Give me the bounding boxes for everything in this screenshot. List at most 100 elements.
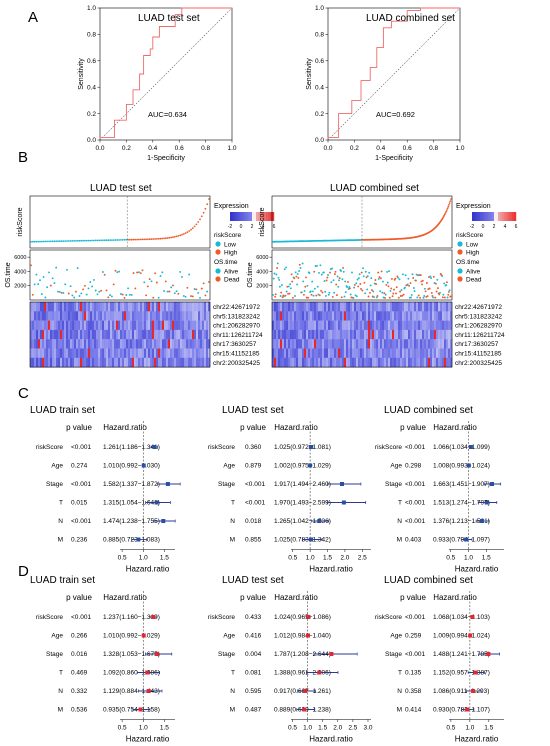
heatmap-cell [178,320,181,331]
heatmap-cell [394,339,397,349]
heatmap-cell [372,311,375,321]
heatmap-cell [324,320,327,331]
os-point [280,284,283,287]
risk-point [85,239,88,242]
heatmap-cell [420,311,423,321]
os-point [348,286,351,288]
heatmap-cell [200,357,203,368]
heatmap-cell [386,339,389,349]
hr-marker [155,652,160,656]
heatmap-cell [208,348,211,358]
heatmap-cell [330,302,333,312]
os-point [330,281,333,284]
heatmap-cell [102,320,105,331]
heatmap-cell [446,357,449,368]
heatmap-cell [58,311,61,321]
heatmap-cell [206,329,209,340]
heatmap-cell [282,320,285,331]
heatmap-cell [296,311,299,321]
os-tick-label: 6000 [14,255,26,261]
heatmap-cell [194,329,197,340]
os-point [127,287,130,290]
color-scale-step [260,212,263,221]
os-point [188,273,191,276]
heatmap-cell [122,320,125,331]
color-scale-step [262,212,265,221]
heatmap-cell [84,320,87,331]
risk-point [31,240,34,243]
heatmap-cell [192,329,195,340]
os-point [381,291,384,294]
variable-label: Age [390,463,402,470]
heatmap-cell [166,302,169,312]
risk-point [96,239,99,242]
heatmap-cell [346,311,349,321]
heatmap-cell [354,320,357,331]
os-point [190,295,192,298]
heatmap-cell [430,348,433,358]
heatmap-cell [416,311,419,321]
heatmap-cell [188,348,191,358]
risk-point [109,239,111,242]
heatmap-cell [186,339,189,349]
os-point [368,271,371,274]
color-scale-step [248,212,251,221]
heatmap-cell [142,329,145,340]
hr-marker [471,689,476,693]
risk-point [71,240,74,242]
heatmap-cell [138,348,141,358]
heatmap-cell [292,311,295,321]
heatmap-cell [90,357,93,368]
heatmap-cell [82,329,85,340]
heatmap-cell [150,329,153,340]
os-point [150,280,153,283]
heatmap-cell [292,329,295,340]
heatmap-cell [338,339,341,349]
os-point [195,288,198,291]
heatmap-cell [110,339,113,349]
heatmap-cell [426,339,429,349]
risk-point [184,232,187,235]
heatmap-cell [200,320,203,331]
risk-point [111,239,113,242]
heatmap-cell [432,329,435,340]
os-point [103,273,106,276]
heatmap-cell [374,348,377,358]
legend-risk-dot [215,241,221,247]
heatmap-cell [404,302,407,312]
os-point [96,293,99,296]
os-point [323,280,326,283]
heatmap-cell [278,348,281,358]
heatmap-cell [382,320,385,331]
heatmap-cell [132,339,135,349]
os-point [436,287,439,290]
os-point [166,290,169,293]
heatmap-cell [106,348,109,358]
os-point [145,294,148,297]
heatmap-cell [272,329,275,340]
heatmap-cell [312,339,315,349]
heatmap-cell [126,339,129,349]
heatmap-cell [128,302,131,312]
heatmap-cell [146,357,149,368]
variable-label: N [58,518,63,525]
heatmap-cell [336,348,339,358]
heatmap-cell [170,339,173,349]
heatmap-cell [160,348,163,358]
risk-point [112,239,115,242]
risk-plot: LUAD combined setriskScore200040006000OS… [247,183,518,368]
os-point [71,294,74,297]
heatmap-cell [438,302,441,312]
heatmap-cell [318,329,321,340]
heatmap-cell [422,357,425,368]
p-value: 0.487 [245,707,262,714]
os-point [184,295,187,298]
risk-point [40,240,43,243]
heatmap-cell [336,329,339,340]
heatmap-cell [78,311,81,321]
heatmap-cell [94,357,97,368]
heatmap-cell [316,311,319,321]
heatmap-cell [350,339,353,349]
heatmap-cell [360,320,363,331]
heatmap-cell [102,302,105,312]
